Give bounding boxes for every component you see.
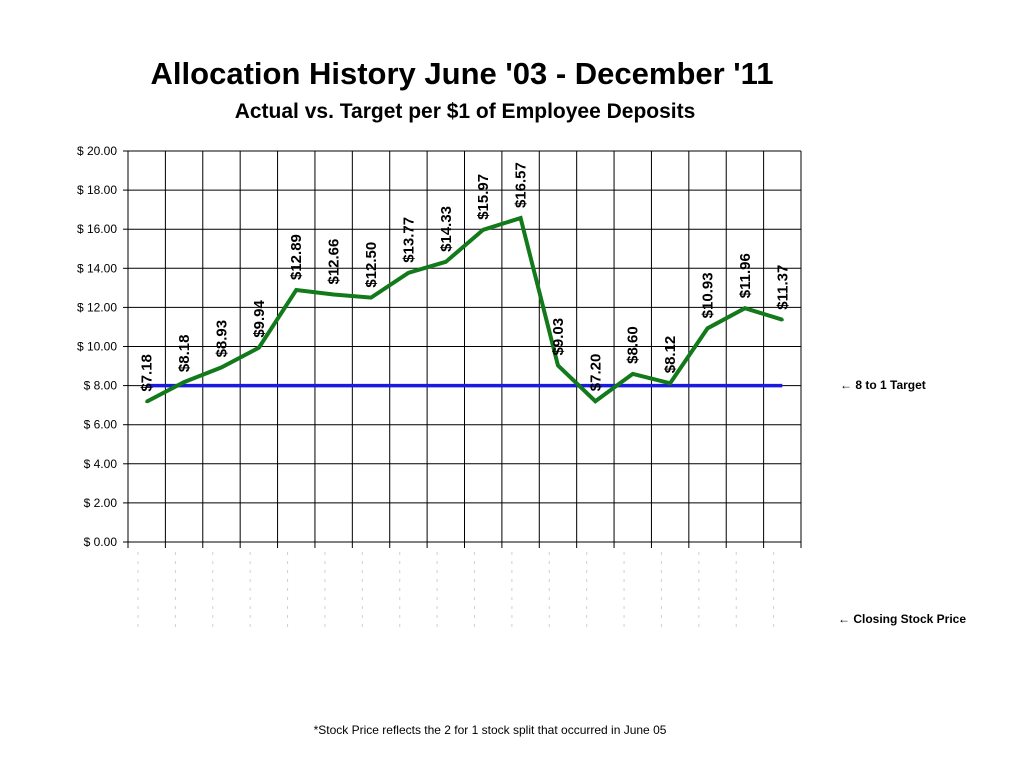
data-label: $11.96 xyxy=(737,253,754,298)
y-tick-label: $ 18.00 xyxy=(77,183,117,197)
data-label: $15.97 xyxy=(475,174,492,220)
y-tick-label: $ 16.00 xyxy=(77,222,117,236)
y-tick-label: $ 0.00 xyxy=(84,535,118,549)
data-point xyxy=(369,296,373,300)
data-label: $8.60 xyxy=(625,326,642,364)
y-tick-label: $ 10.00 xyxy=(77,340,117,354)
chart-subtitle: Actual vs. Target per $1 of Employee Dep… xyxy=(235,100,696,123)
data-label: $7.18 xyxy=(139,354,156,392)
data-point xyxy=(145,400,149,404)
data-label: $9.03 xyxy=(550,318,567,356)
y-tick-label: $ 4.00 xyxy=(84,457,118,471)
data-point xyxy=(257,346,261,350)
footnote: *Stock Price reflects the 2 for 1 stock … xyxy=(314,723,667,737)
data-label: $12.89 xyxy=(288,234,305,280)
data-point xyxy=(519,216,523,220)
data-label: $12.50 xyxy=(363,242,380,288)
data-label: $9.94 xyxy=(251,299,268,337)
target-annotation: ← 8 to 1 Target xyxy=(840,378,926,392)
data-point xyxy=(556,363,560,367)
y-tick-label: $ 2.00 xyxy=(84,496,118,510)
stock-price-line xyxy=(145,215,783,404)
y-tick-label: $ 8.00 xyxy=(84,379,118,393)
price-annotation: ← Closing Stock Price xyxy=(838,612,966,626)
data-label: $12.66 xyxy=(326,239,343,285)
data-point xyxy=(631,372,635,376)
data-point xyxy=(406,271,410,275)
data-point xyxy=(219,365,223,369)
y-tick-label: $ 14.00 xyxy=(77,261,117,275)
data-point xyxy=(668,381,672,385)
data-point xyxy=(706,326,710,330)
data-label: $13.77 xyxy=(400,217,417,263)
series-lines xyxy=(145,215,784,404)
data-point xyxy=(444,260,448,264)
data-point xyxy=(294,288,298,292)
data-point xyxy=(481,228,485,232)
y-tick-label: $ 12.00 xyxy=(77,300,117,314)
data-label: $8.93 xyxy=(213,320,230,358)
data-point xyxy=(593,399,597,403)
data-point xyxy=(332,292,336,296)
data-label: $11.37 xyxy=(774,265,791,310)
data-label: $8.12 xyxy=(662,336,679,374)
data-labels: $7.18 $8.18 $8.93 $9.94 $12.89 $12.66 $12.50 $1… xyxy=(139,162,792,391)
data-point xyxy=(743,306,747,310)
data-label: $10.93 xyxy=(700,272,717,318)
y-axis-ticks: $ 0.00 $ 2.00 $ 4.00 $ 6.00 $ 8.00 $ 10.00 $ 1… xyxy=(77,144,117,549)
data-point xyxy=(182,380,186,384)
data-label: $16.57 xyxy=(513,162,530,208)
grid xyxy=(123,150,802,630)
data-label: $14.33 xyxy=(438,206,455,252)
chart-title: Allocation History June '03 - December '… xyxy=(151,56,774,91)
y-tick-label: $ 6.00 xyxy=(84,418,118,432)
y-tick-label: $ 20.00 xyxy=(77,144,117,158)
data-point xyxy=(780,318,784,322)
data-label: $7.20 xyxy=(587,354,604,392)
data-label: $8.18 xyxy=(176,335,193,373)
